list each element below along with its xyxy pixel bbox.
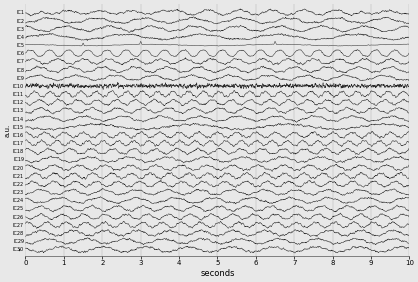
- X-axis label: seconds: seconds: [200, 269, 234, 278]
- Y-axis label: a.u.: a.u.: [4, 124, 10, 137]
